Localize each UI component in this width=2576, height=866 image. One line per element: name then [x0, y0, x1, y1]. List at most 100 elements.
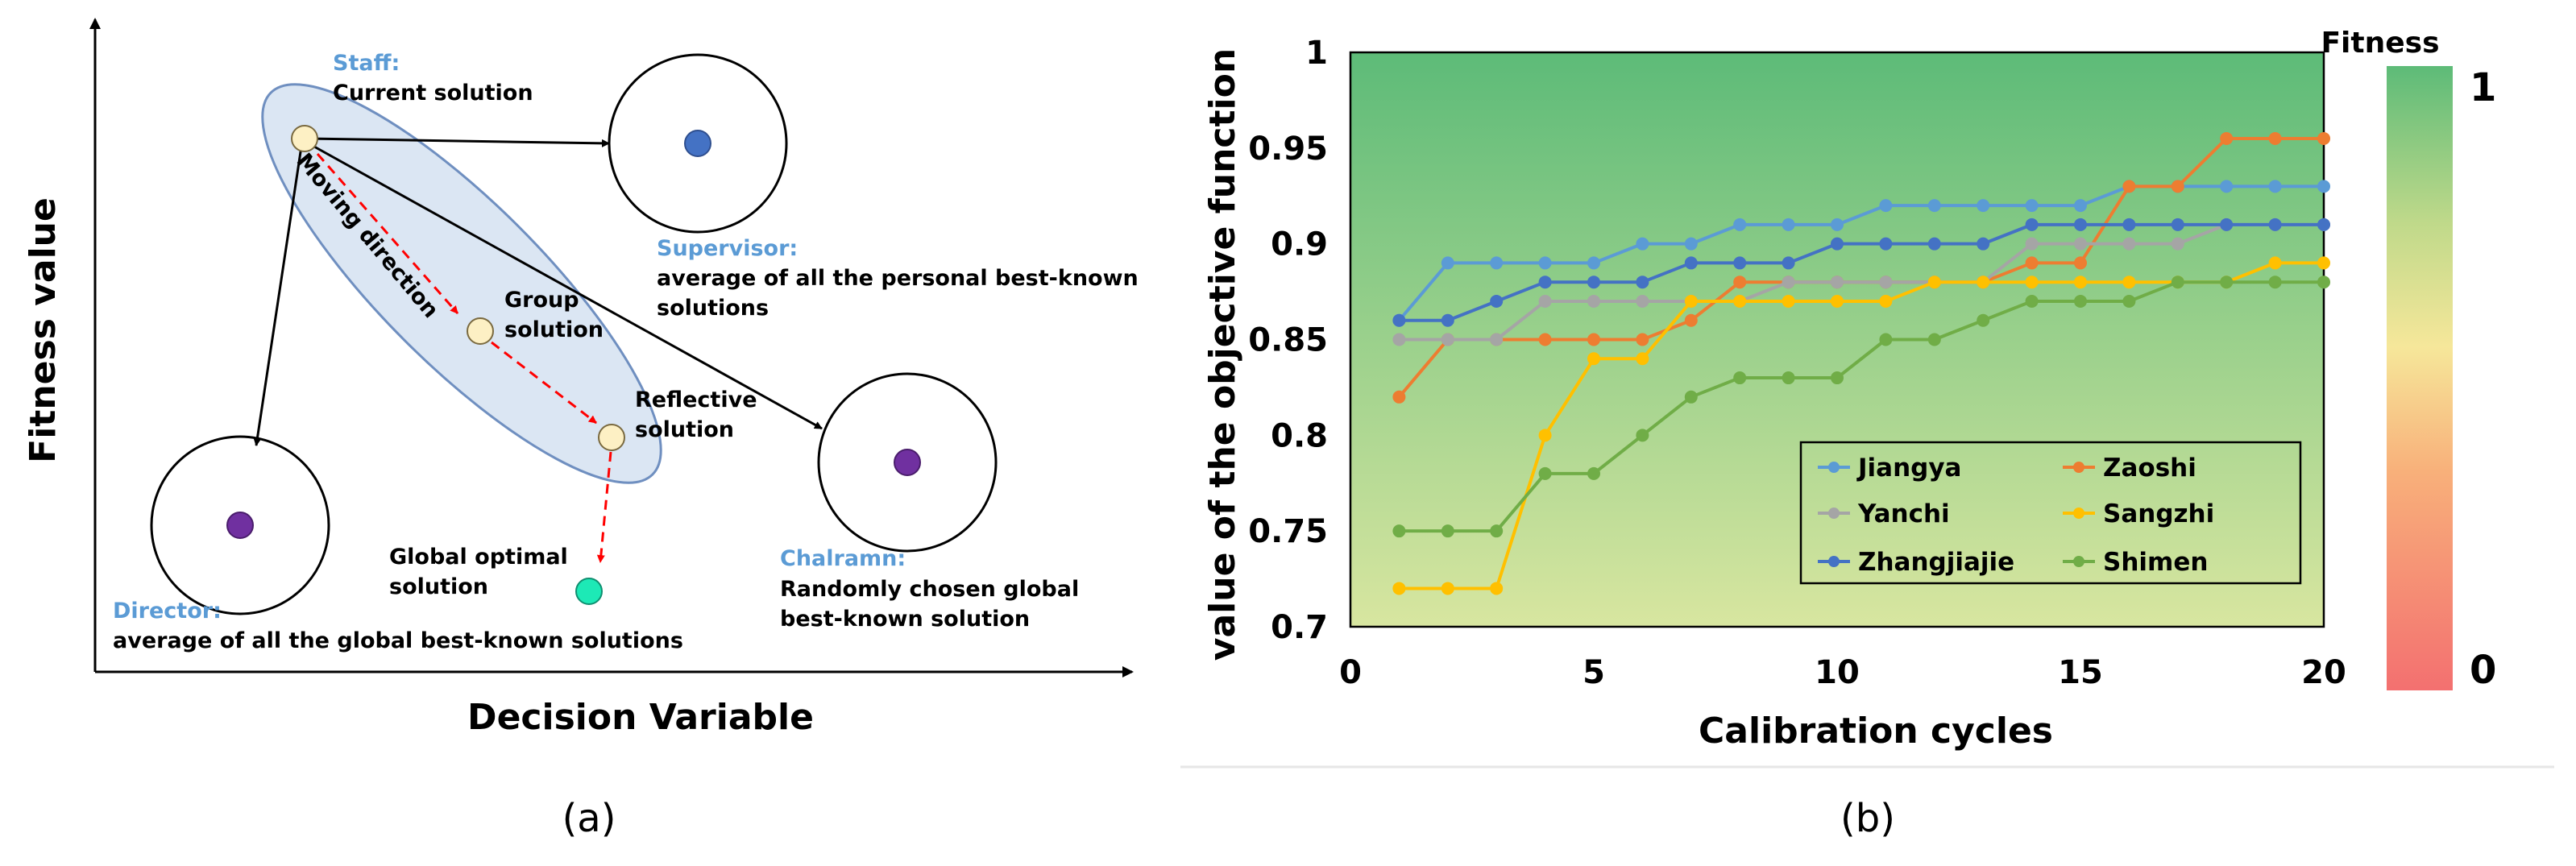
group-label-line2: solution [504, 317, 604, 342]
data-point [1782, 294, 1795, 308]
data-point [2268, 256, 2282, 270]
data-point [1490, 582, 1504, 595]
data-point [1392, 333, 1406, 346]
legend-label: Shimen [2103, 548, 2208, 577]
legend-label: Zhangjiajie [1858, 548, 2014, 577]
data-point [1927, 333, 1941, 346]
data-point [1636, 333, 1649, 346]
legend-marker [1828, 508, 1840, 519]
legend-marker [1828, 556, 1840, 567]
data-point [2025, 199, 2039, 213]
colorbar-bottom-label: 0 [2470, 648, 2496, 693]
data-point [2171, 276, 2184, 289]
data-point [1441, 524, 1454, 538]
data-point [1636, 352, 1649, 366]
panel-a-diagram: Staff: Current solution Moving direction… [23, 18, 1139, 841]
data-point [2268, 131, 2282, 145]
data-point [1490, 256, 1504, 270]
data-point [1587, 333, 1600, 346]
series-line [1399, 261, 2324, 590]
data-point [1392, 390, 1406, 404]
data-point [1587, 466, 1600, 480]
y-tick-label: 0.85 [1248, 322, 1328, 359]
data-point [2317, 256, 2330, 270]
chalramn-desc-line1: Randomly chosen global [780, 577, 1079, 602]
data-point [1831, 371, 1844, 385]
panel-b-xlabel: Calibration cycles [1699, 711, 2053, 752]
legend-item-sangzhi: Sangzhi [2063, 499, 2214, 528]
data-point [1490, 333, 1504, 346]
arrow-to-director [253, 146, 303, 446]
supervisor-desc-line1: average of all the personal best-known [657, 266, 1139, 291]
data-point [2122, 276, 2136, 289]
data-point [2074, 276, 2087, 289]
director-title: Director: [113, 599, 222, 624]
data-point [2268, 276, 2282, 289]
data-point [2220, 131, 2234, 145]
panel-b-ylabel: value of the objective function [1202, 48, 1243, 661]
data-point [1587, 352, 1600, 366]
legend-item-zaoshi: Zaoshi [2063, 454, 2196, 483]
data-point [2317, 180, 2330, 193]
data-point [2122, 237, 2136, 251]
data-point [1684, 313, 1698, 327]
legend-label: Sangzhi [2103, 499, 2214, 528]
x-tick-label: 5 [1583, 654, 1605, 691]
series-shimen [1392, 276, 2330, 538]
data-point [1733, 276, 1747, 289]
data-point [2220, 180, 2234, 193]
y-tick-label: 0.95 [1248, 131, 1328, 168]
series-line [1399, 222, 2324, 342]
data-point [1927, 237, 1941, 251]
arrow-to-supervisor [306, 137, 610, 147]
legend-marker [2073, 556, 2084, 567]
data-point [1684, 390, 1698, 404]
data-point [1927, 276, 1941, 289]
dashed-arrow-to-group [316, 153, 459, 314]
y-tick-label: 1 [1305, 35, 1328, 72]
data-point [1538, 466, 1552, 480]
panel-a-ylabel: Fitness value [23, 197, 64, 463]
data-point [1879, 199, 1893, 213]
data-point [1636, 237, 1649, 251]
group-solution-dot [467, 317, 494, 345]
data-point [1879, 333, 1893, 346]
data-point [1733, 256, 1747, 270]
data-point [1831, 294, 1844, 308]
series-layer [1392, 131, 2330, 595]
data-point [1733, 294, 1747, 308]
group-label-line1: Group [504, 288, 579, 313]
data-point [2317, 276, 2330, 289]
data-point [2025, 276, 2039, 289]
dashed-arrow-to-reflective [491, 341, 597, 425]
data-point [1587, 256, 1600, 270]
legend-label: Zaoshi [2103, 454, 2196, 483]
global-label-line1: Global optimal [389, 545, 568, 570]
reflective-label-line1: Reflective [635, 387, 757, 412]
chalramn-desc-line2: best-known solution [780, 607, 1030, 632]
search-region-ellipse [261, 83, 662, 484]
data-point [2317, 131, 2330, 145]
data-point [2220, 218, 2234, 231]
x-tick-label: 10 [1815, 654, 1860, 691]
legend-label: Jiangya [1856, 454, 1961, 483]
series-line [1399, 280, 2324, 533]
colorbar-title: Fitness [2321, 27, 2439, 60]
data-point [1733, 218, 1747, 231]
data-point [1879, 237, 1893, 251]
data-point [2074, 199, 2087, 213]
global-optimal-dot [575, 578, 603, 605]
data-point [2025, 237, 2039, 251]
legend-label: Yanchi [1857, 499, 1950, 528]
reflective-label-line2: solution [635, 417, 734, 442]
data-point [2074, 218, 2087, 231]
data-point [2317, 218, 2330, 231]
data-point [1441, 256, 1454, 270]
chalramn-title: Chalramn: [780, 546, 906, 571]
colorbar-top-label: 1 [2470, 65, 2496, 110]
data-point [1733, 371, 1747, 385]
data-point [1684, 294, 1698, 308]
data-point [1441, 333, 1454, 346]
series-sangzhi [1392, 256, 2330, 595]
x-tick-label: 0 [1339, 654, 1362, 691]
